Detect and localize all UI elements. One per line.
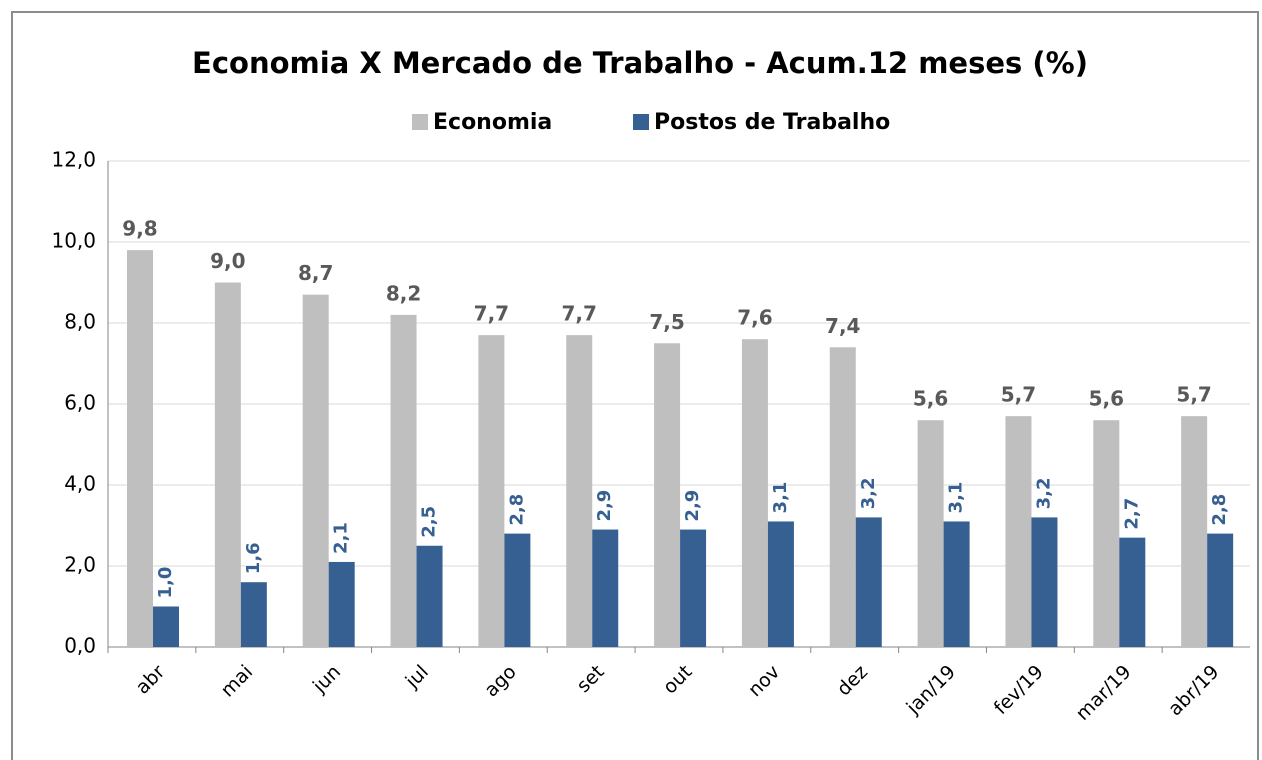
value-label: 8,2 [386,281,421,305]
bar [680,529,707,647]
value-label: 3,1 [946,482,967,514]
value-label: 3,2 [1033,478,1054,510]
bar [767,521,794,647]
value-label: 7,5 [649,310,684,334]
legend-swatch [633,114,649,130]
bar [1093,420,1120,647]
bar [328,561,355,647]
bar [829,347,856,647]
value-label: 2,8 [1209,494,1230,526]
value-label: 5,7 [1176,383,1211,407]
chart-title: Economia X Mercado de Trabalho - Acum.12… [192,46,1088,80]
y-tick-label: 6,0 [64,391,96,415]
bar [855,517,882,647]
value-label: 2,1 [331,522,352,554]
bar [302,294,329,647]
y-tick-label: 4,0 [64,472,96,496]
bar [504,533,531,647]
value-label: 8,7 [298,261,333,285]
bar [1119,537,1146,647]
bar [1181,416,1208,647]
legend-swatch [412,114,428,130]
bar [654,343,681,647]
bar [943,521,970,647]
bar [592,529,619,647]
value-label: 2,9 [682,490,703,522]
value-label: 5,6 [1089,387,1124,411]
y-tick-label: 12,0 [51,148,96,172]
bar [1207,533,1234,647]
value-label: 5,7 [1001,383,1036,407]
value-label: 2,8 [506,494,527,526]
value-label: 7,6 [737,306,772,330]
bar [1031,517,1058,647]
bar [127,250,153,647]
bar [478,335,505,647]
bar [153,606,179,647]
bar [917,420,944,647]
bar [566,335,593,647]
y-tick-label: 0,0 [64,634,96,658]
value-label: 1,6 [243,542,264,574]
value-label: 1,0 [155,567,176,599]
value-label: 2,9 [594,490,615,522]
bar [214,282,241,647]
bar [1005,416,1032,647]
value-label: 7,4 [825,314,860,338]
value-label: 7,7 [562,302,597,326]
value-label: 5,6 [913,387,948,411]
bar [390,314,417,647]
value-label: 9,8 [122,217,157,241]
y-tick-label: 2,0 [64,553,96,577]
legend-label: Economia [433,110,552,135]
value-label: 7,7 [474,302,509,326]
value-label: 3,1 [770,482,791,514]
bar [741,339,768,647]
y-tick-label: 10,0 [51,229,96,253]
y-tick-label: 8,0 [64,310,96,334]
value-label: 3,2 [858,478,879,510]
value-label: 9,0 [210,249,245,273]
legend-label: Postos de Trabalho [654,110,890,135]
bar [240,582,267,647]
bar [416,545,443,647]
value-label: 2,5 [419,506,440,538]
value-label: 2,7 [1121,498,1142,530]
